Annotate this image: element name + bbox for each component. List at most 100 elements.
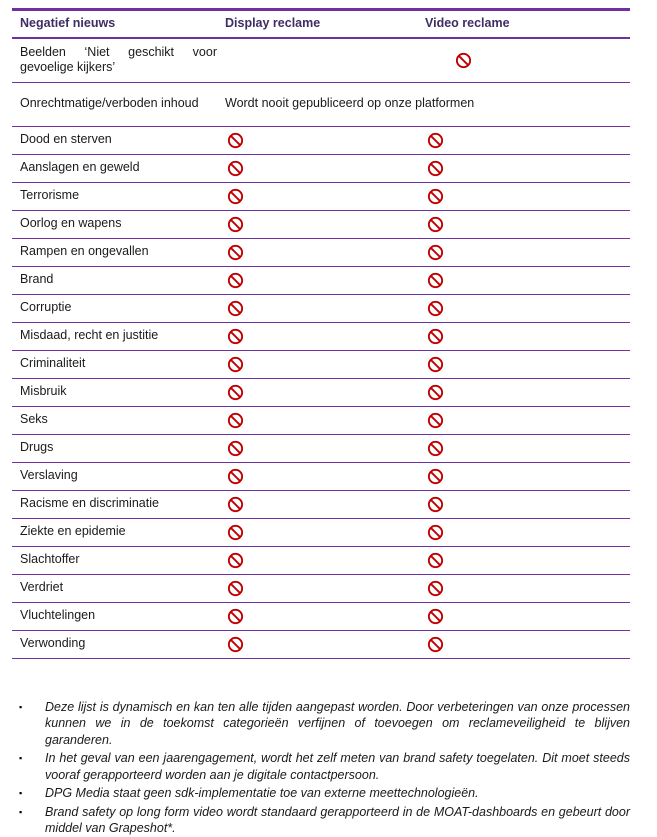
category-label: Vluchtelingen [20, 608, 96, 623]
category-label: Verslaving [20, 468, 78, 483]
prohibited-icon [455, 52, 472, 69]
category-label: Seks [20, 412, 48, 427]
table-row: Rampen en ongevallen [12, 239, 630, 267]
category-label: Verwonding [20, 636, 86, 651]
table-row-onrechtmatig: Onrechtmatige/verboden inhoud Wordt nooi… [12, 83, 630, 127]
prohibited-icon [227, 384, 244, 401]
table-row: Seks [12, 407, 630, 435]
prohibited-icon [427, 272, 444, 289]
table-row: Misdaad, recht en justitie [12, 323, 630, 351]
video-cell [425, 328, 630, 345]
column-header-negatief-nieuws: Negatief nieuws [20, 16, 116, 30]
table-row: Misbruik [12, 379, 630, 407]
display-cell [225, 580, 425, 597]
prohibited-icon [427, 552, 444, 569]
bullet-icon: ▪ [19, 806, 23, 817]
brand-safety-table: Negatief nieuws Display reclame Video re… [12, 8, 630, 659]
category-label: Aanslagen en geweld [20, 160, 140, 175]
prohibited-icon [227, 552, 244, 569]
video-cell [425, 636, 630, 653]
category-label: Corruptie [20, 300, 72, 315]
prohibited-icon [427, 496, 444, 513]
video-cell [425, 468, 630, 485]
prohibited-icon [427, 636, 444, 653]
display-cell [225, 160, 425, 177]
video-cell [425, 552, 630, 569]
video-cell [425, 132, 630, 149]
display-cell [225, 300, 425, 317]
footnote-item: ▪ DPG Media staat geen sdk-implementatie … [12, 785, 630, 802]
footnote-text: DPG Media staat geen sdk-implementatie t… [45, 786, 479, 800]
table-row: Drugs [12, 435, 630, 463]
video-cell [425, 384, 630, 401]
video-cell [425, 272, 630, 289]
prohibited-icon [427, 132, 444, 149]
display-cell [225, 272, 425, 289]
display-cell [225, 468, 425, 485]
prohibited-icon [227, 132, 244, 149]
category-label: Dood en sterven [20, 132, 112, 147]
prohibited-icon [227, 160, 244, 177]
video-cell [425, 580, 630, 597]
category-label: Verdriet [20, 580, 64, 595]
bullet-icon: ▪ [19, 701, 23, 712]
display-cell [225, 384, 425, 401]
table-row: Verdriet [12, 575, 630, 603]
prohibited-icon [227, 440, 244, 457]
category-label: Beelden ‘Niet geschikt voor gevoelige ki… [20, 44, 217, 75]
display-cell [225, 608, 425, 625]
prohibited-icon [427, 188, 444, 205]
display-cell [225, 552, 425, 569]
video-cell [425, 188, 630, 205]
video-cell [425, 496, 630, 513]
prohibited-icon [427, 216, 444, 233]
table-row: Aanslagen en geweld [12, 155, 630, 183]
prohibited-icon [227, 524, 244, 541]
footnotes-list: ▪ Deze lijst is dynamisch en kan ten alle… [12, 699, 630, 837]
prohibited-icon [427, 328, 444, 345]
video-cell [425, 412, 630, 429]
table-row: Terrorisme [12, 183, 630, 211]
category-label: Criminaliteit [20, 356, 86, 371]
display-cell [225, 132, 425, 149]
footnote-item: ▪ In het geval van een jaarengagement, wo… [12, 750, 630, 783]
prohibited-icon [227, 496, 244, 513]
category-label: Terrorisme [20, 188, 80, 203]
display-cell [225, 328, 425, 345]
prohibited-icon [427, 468, 444, 485]
prohibited-icon [427, 244, 444, 261]
video-cell [425, 608, 630, 625]
display-cell [225, 244, 425, 261]
category-label: Brand [20, 272, 54, 287]
footnote-text: In het geval van een jaarengagement, wor… [45, 751, 630, 782]
table-row: Racisme en discriminatie [12, 491, 630, 519]
table-row: Dood en sterven [12, 127, 630, 155]
prohibited-icon [227, 580, 244, 597]
video-cell [425, 440, 630, 457]
footnote-text: Brand safety op long form video wordt st… [45, 804, 630, 836]
prohibited-icon [427, 412, 444, 429]
prohibited-icon [227, 328, 244, 345]
category-label: Misbruik [20, 384, 67, 399]
display-cell [225, 216, 425, 233]
prohibited-icon [227, 300, 244, 317]
prohibited-icon [227, 412, 244, 429]
display-cell [225, 440, 425, 457]
prohibited-icon [227, 216, 244, 233]
display-cell [225, 356, 425, 373]
video-cell [425, 160, 630, 177]
prohibited-icon [227, 188, 244, 205]
table-row: Ziekte en epidemie [12, 519, 630, 547]
table-row: Verwonding [12, 631, 630, 659]
prohibited-icon [427, 580, 444, 597]
footnote-text: Deze lijst is dynamisch en kan ten alle … [45, 699, 630, 747]
category-label: Onrechtmatige/verboden inhoud [20, 96, 199, 111]
prohibited-icon [427, 300, 444, 317]
display-cell [225, 188, 425, 205]
column-header-display-reclame: Display reclame [225, 16, 321, 30]
prohibited-icon [427, 440, 444, 457]
prohibited-icon [227, 244, 244, 261]
table-row: Vluchtelingen [12, 603, 630, 631]
category-label: Rampen en ongevallen [20, 244, 149, 259]
